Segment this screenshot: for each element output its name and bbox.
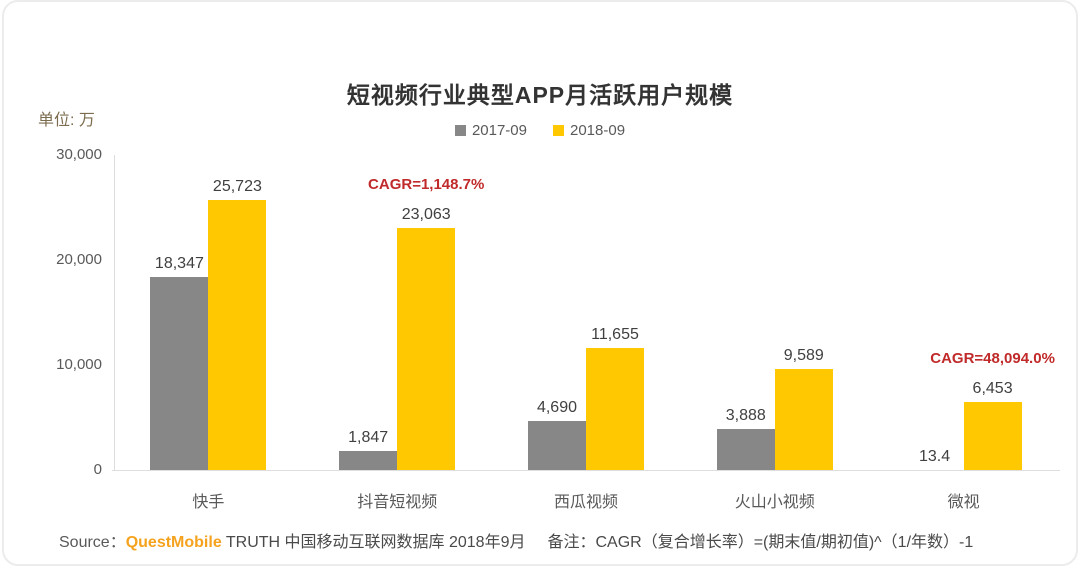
bar-column: 18,347: [150, 255, 209, 470]
bar-group: 18,347 25,723: [114, 178, 303, 470]
source-brand: QuestMobile: [125, 534, 222, 551]
y-tick-label: 30,000: [56, 146, 102, 163]
bar-2017-09: [150, 277, 209, 470]
bar-column: 25,723: [208, 178, 267, 470]
unit-label: 单位: 万: [38, 112, 95, 129]
bar-2018-09: [963, 402, 1022, 470]
bar-group: 3,888 9,589: [680, 347, 869, 470]
x-axis-line: [112, 470, 1060, 471]
category-label: 快手: [192, 494, 225, 511]
source-line: Source：QuestMobile TRUTH 中国移动互联网数据库 2018…: [59, 528, 1059, 552]
bar-group: 4,690 11,655: [492, 326, 681, 470]
bar-group: 13.4 CAGR=48,094.0% 6,453: [869, 351, 1058, 470]
bar-groups: 18,347 25,723 1,847 CAGR=1,148.7% 23,063 4,69…: [114, 155, 1058, 470]
source-prefix: Source：: [59, 534, 126, 551]
category-label: 微视: [947, 494, 980, 511]
bar-group: 1,847 CAGR=1,148.7% 23,063: [303, 177, 492, 470]
bar-value-label: 9,589: [783, 347, 824, 364]
bar-2018-09: [208, 200, 267, 470]
plot-area: 18,347 25,723 1,847 CAGR=1,148.7% 23,063 4,69…: [114, 155, 1058, 470]
legend-swatch-2017: [454, 125, 466, 136]
category-axis: 快手 抖音短视频 西瓜视频 火山小视频 微视: [114, 488, 1058, 512]
cagr-annotation: CAGR=1,148.7%: [368, 176, 485, 193]
legend: 2017-09 2018-09: [4, 122, 1076, 139]
cagr-note: 备注：CAGR（复合增长率）=(期末值/期初值)^（1/年数）-1: [547, 534, 974, 551]
bar-column: CAGR=48,094.0% 6,453: [930, 351, 1055, 470]
legend-item-2017: 2017-09: [454, 122, 527, 139]
y-tick-label: 0: [93, 461, 102, 478]
legend-label-2018: 2018-09: [570, 122, 626, 139]
category-label: 西瓜视频: [553, 494, 618, 511]
bar-column: 11,655: [585, 326, 644, 470]
category-label: 火山小视频: [734, 494, 815, 511]
bar-value-label: 1,847: [348, 429, 389, 446]
chart-title: 短视频行业典型APP月活跃用户规模: [346, 82, 734, 108]
legend-label-2017: 2017-09: [471, 122, 527, 139]
bar-value-label: 25,723: [212, 178, 262, 195]
y-tick-label: 20,000: [56, 251, 102, 268]
category-label: 抖音短视频: [357, 494, 438, 511]
bar-column: CAGR=1,148.7% 23,063: [368, 177, 484, 470]
legend-swatch-2018: [553, 125, 564, 136]
bar-column: 3,888: [716, 407, 775, 470]
bar-value-label: 13.4: [919, 448, 951, 465]
bar-value-label: 18,347: [154, 255, 204, 272]
bar-2017-09: [716, 429, 775, 470]
bar-column: 13.4: [906, 448, 964, 470]
bar-column: 9,589: [774, 347, 833, 470]
bar-value-label: 11,655: [591, 326, 639, 343]
bar-2017-09: [339, 451, 398, 470]
bar-2018-09: [585, 348, 644, 470]
bar-value-label: 6,453: [972, 380, 1013, 397]
y-tick-label: 10,000: [56, 356, 102, 373]
bar-2018-09: [774, 369, 833, 470]
bar-column: 4,690: [527, 399, 586, 470]
bar-value-label: 23,063: [401, 206, 451, 223]
bar-value-label: 4,690: [536, 399, 577, 416]
bar-value-label: 3,888: [725, 407, 766, 424]
bar-2017-09: [527, 421, 586, 470]
bar-column: 1,847: [339, 429, 398, 470]
bar-2018-09: [397, 228, 456, 470]
source-rest: TRUTH 中国移动互联网数据库 2018年9月: [221, 534, 526, 551]
y-axis-line: [114, 155, 115, 470]
cagr-annotation: CAGR=48,094.0%: [930, 350, 1055, 367]
legend-item-2018: 2018-09: [553, 122, 625, 139]
